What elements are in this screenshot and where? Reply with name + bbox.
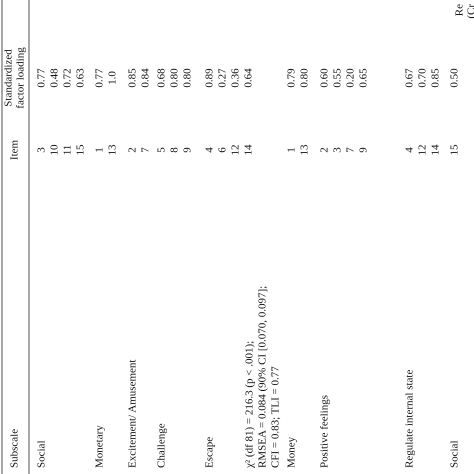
loading: 0.80 (299, 68, 311, 88)
item: 3 (332, 147, 344, 153)
item: 7 (140, 147, 152, 153)
item: 6 (217, 147, 229, 153)
item: 15 (75, 144, 87, 156)
loading: 0.64 (243, 68, 255, 88)
loading: 0.80 (169, 68, 181, 88)
loading: 0.70 (417, 68, 429, 88)
item: 1 (286, 147, 298, 153)
loading: 0.85 (127, 68, 139, 88)
subscale: Money (286, 436, 298, 468)
item: 2 (319, 147, 331, 153)
loading: 0.67 (404, 68, 416, 88)
loading: 0.89 (204, 68, 216, 88)
fit-statistic: CFI = 0.83; TLI = 0.77 (270, 366, 282, 468)
item: 15 (449, 144, 461, 156)
loading: 0.60 (319, 68, 331, 88)
loading: 0.65 (358, 68, 370, 88)
loading: 0.79 (286, 68, 298, 88)
header-loading: Standardized (3, 49, 15, 107)
loading: 0.85 (430, 68, 442, 88)
subscale: Excitement/ Amusement (127, 360, 139, 468)
item: 9 (358, 147, 370, 153)
loading: 0.72 (62, 68, 74, 87)
header-loading: factor loading (15, 47, 27, 109)
item: 13 (299, 144, 311, 156)
item: 8 (169, 147, 181, 153)
item: 9 (182, 147, 194, 153)
item: 14 (243, 144, 255, 156)
header-item: Item (9, 139, 21, 160)
subscale: Positive feelings (319, 395, 331, 468)
item: 12 (230, 145, 242, 156)
item: 4 (404, 147, 416, 153)
subscale: Social (449, 441, 461, 469)
subscale: Escape (204, 437, 216, 468)
item: 5 (156, 147, 168, 153)
loading: 0.84 (140, 68, 152, 88)
item: 7 (345, 147, 357, 153)
item: 12 (417, 145, 429, 156)
item: 13 (107, 144, 119, 156)
fit-statistic: RMSEA = 0.084 (90% CI [0.070, 0.097]; (257, 286, 269, 468)
loading: 0.48 (49, 68, 61, 88)
item: 4 (204, 147, 216, 153)
header-next: Re (454, 4, 466, 16)
loading: 0.80 (182, 68, 194, 88)
loading: 0.63 (75, 68, 87, 88)
item: 11 (62, 145, 74, 156)
subscale: Regulate internal state (404, 370, 416, 468)
loading: 0.68 (156, 68, 168, 88)
header-next: (Cr (466, 4, 474, 19)
loading: 0.55 (332, 68, 344, 88)
loading: 1.0 (107, 71, 119, 85)
subscale: Monetary (94, 425, 106, 468)
loading: 0.27 (217, 68, 229, 88)
item: 1 (94, 147, 106, 153)
subscale: Challenge (156, 423, 168, 468)
item: 2 (127, 147, 139, 153)
loading: 0.20 (345, 68, 357, 88)
header-subscale: Subscale (9, 429, 21, 468)
loading: 0.77 (36, 68, 48, 88)
subscale: Social (36, 441, 48, 469)
loading: 0.50 (449, 68, 461, 88)
loading: 0.77 (94, 68, 106, 88)
item: 3 (36, 147, 48, 153)
item: 10 (49, 144, 61, 156)
fit-statistic: χ² (df 81) = 216.3 (p < .001); (244, 341, 256, 469)
item: 14 (430, 144, 442, 156)
loading: 0.36 (230, 68, 242, 88)
